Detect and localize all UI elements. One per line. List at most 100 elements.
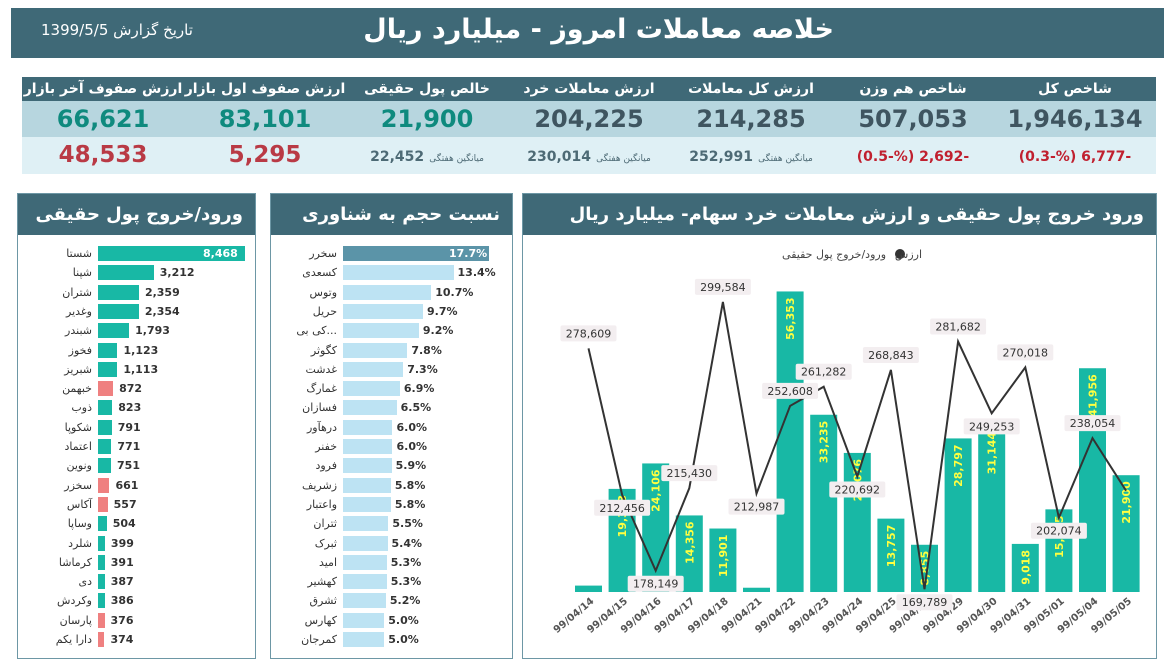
ratio-value: 9.2% xyxy=(422,324,454,338)
ratio-value: 5.0% xyxy=(388,613,419,627)
flow-value: 386 xyxy=(110,594,134,608)
line-label-bg xyxy=(829,481,886,498)
flow-panel-title: ورود/خروج پول حقیقی xyxy=(18,194,255,235)
ratio-row: کهشیر 5.3% xyxy=(271,573,512,591)
ratio-row: خفنر 6.0% xyxy=(271,438,512,456)
flow-value: 557 xyxy=(113,497,137,511)
ratio-bar xyxy=(343,516,389,532)
flow-bar xyxy=(98,381,114,397)
line-label-bg xyxy=(1064,415,1121,432)
kpi-card: ارزش معاملات خرد 204,225 میانگین هفتگی 230… xyxy=(508,77,670,174)
bar-label: 41,956 xyxy=(1087,374,1100,417)
ratio-row: درهآور 6.0% xyxy=(271,419,512,437)
line-label: 212,456 xyxy=(599,502,645,515)
flow-bar xyxy=(98,361,118,377)
kpi-label: شاخص کل xyxy=(994,77,1156,101)
report-date-label: تاریخ گزارش xyxy=(113,21,193,39)
flow-row: شکوپا 791 xyxy=(18,419,255,437)
ratio-symbol: زشریف xyxy=(301,478,337,492)
flow-symbol: سخزر xyxy=(64,478,92,492)
line-label: 212,987 xyxy=(734,501,780,514)
flow-value: 1,113 xyxy=(123,362,159,376)
flow-value: 771 xyxy=(117,440,141,453)
legend-bar-label: ورود/خروج پول حقیقی xyxy=(782,248,886,261)
flow-bar xyxy=(98,265,154,281)
flow-value: 1,123 xyxy=(123,343,159,357)
bar-label: 31,144 xyxy=(986,432,999,475)
ratio-bar xyxy=(343,265,454,281)
kpi-sub-value: 22,452 xyxy=(370,149,425,165)
flow-value: 391 xyxy=(110,555,134,569)
ratio-symbol: ثتران xyxy=(313,517,337,531)
line-label: 238,054 xyxy=(1070,417,1116,430)
line-label: 202,074 xyxy=(1036,525,1082,538)
flow-panel: ورود/خروج پول حقیقی شستا 8,468 شپنا 3,212 شت… xyxy=(17,193,256,659)
ratio-value: 5.9% xyxy=(395,459,427,473)
ratio-bar xyxy=(343,400,397,416)
ratio-value: 5.3% xyxy=(390,555,422,569)
line-label: 281,682 xyxy=(935,321,981,334)
flow-row: پارسان 376 xyxy=(18,612,255,630)
flow-row: دارا یکم 374 xyxy=(18,631,255,649)
ratio-symbol: غدشت xyxy=(305,362,337,376)
flow-symbol: ذوب xyxy=(71,401,92,415)
flow-symbol: پارسان xyxy=(59,613,92,627)
kpi-sub-value: -2,692 (%-0.5) xyxy=(856,149,970,165)
kpi-sub: 48,533 xyxy=(22,137,184,174)
ratio-row: کسعدی 13.4% xyxy=(271,264,512,282)
flow-row: وغدیر 2,354 xyxy=(18,303,255,321)
line-label-bg xyxy=(862,346,919,363)
kpi-value: 1,946,134 xyxy=(994,101,1156,137)
flow-row: شتران 2,359 xyxy=(18,284,255,302)
flow-value: 504 xyxy=(112,517,136,531)
line-label-bg xyxy=(627,575,684,592)
header-bar: خلاصه معاملات امروز - میلیارد ریال تاریخ… xyxy=(11,8,1164,58)
kpi-sub-value: 48,533 xyxy=(58,142,148,168)
flow-bar xyxy=(98,458,112,474)
flow-bar xyxy=(98,419,112,435)
kpi-value: 507,053 xyxy=(832,101,994,137)
ratio-value: 7.8% xyxy=(411,343,442,357)
flow-bar xyxy=(98,612,105,628)
ratio-row: ثتران 5.5% xyxy=(271,515,512,533)
kpi-sub: -6,777 (%-0.3) xyxy=(994,137,1156,174)
flow-row: شستا 8,468 xyxy=(18,245,255,263)
ratio-value: 13.4% xyxy=(457,266,496,280)
flow-symbol: کرماشا xyxy=(58,555,92,569)
kpi-sub: میانگین هفتگی 252,991 xyxy=(670,137,832,174)
bar-label: 33,235 xyxy=(818,421,831,463)
flow-bar xyxy=(98,439,112,454)
bar-label: 9,018 xyxy=(1019,550,1032,585)
ratio-bar xyxy=(343,342,408,358)
flow-bar xyxy=(98,246,245,261)
flow-row: خبهمن 872 xyxy=(18,380,255,398)
flow-value: 399 xyxy=(110,536,134,550)
main-chart-panel: ورود خروج پول حقیقی و ارزش معاملات خرد س… xyxy=(522,193,1157,659)
ratio-row: ...کی بی 9.2% xyxy=(271,322,512,340)
ratio-symbol: درهآور xyxy=(307,420,337,434)
bar-label: 56,353 xyxy=(784,297,797,339)
legend-line-label: ارزش xyxy=(895,248,922,261)
ratio-bar xyxy=(343,361,404,377)
flow-bar xyxy=(98,284,139,300)
flow-bar xyxy=(98,593,105,609)
ratio-value: 17.7% xyxy=(449,247,488,260)
flow-symbol: شبریز xyxy=(64,362,92,376)
flow-row: کرماشا 391 xyxy=(18,554,255,572)
flow-symbol: وکردش xyxy=(57,594,92,608)
flow-row: اعتماد 771 xyxy=(18,438,255,456)
bar-label: 13,757 xyxy=(885,525,898,567)
kpi-card: ارزش صفوف آخر بازار 66,621 48,533 xyxy=(22,77,184,174)
kpi-sub-value: 252,991 xyxy=(689,149,753,165)
flow-row: آکاس 557 xyxy=(18,496,255,514)
ratio-bar xyxy=(343,419,393,435)
line-label-bg xyxy=(997,344,1054,361)
ratio-value: 7.3% xyxy=(407,362,438,376)
ratio-symbol: خفنر xyxy=(315,440,337,453)
bar-label: 11,901 xyxy=(717,535,730,577)
kpi-sub: میانگین هفتگی 22,452 xyxy=(346,137,508,174)
flow-list: شستا 8,468 شپنا 3,212 شتران 2,359 وغدیر 2,354 شب… xyxy=(18,235,255,655)
line-label: 178,149 xyxy=(633,578,679,591)
flow-row: فخوز 1,123 xyxy=(18,342,255,360)
bar-99/04/29 xyxy=(944,438,972,592)
